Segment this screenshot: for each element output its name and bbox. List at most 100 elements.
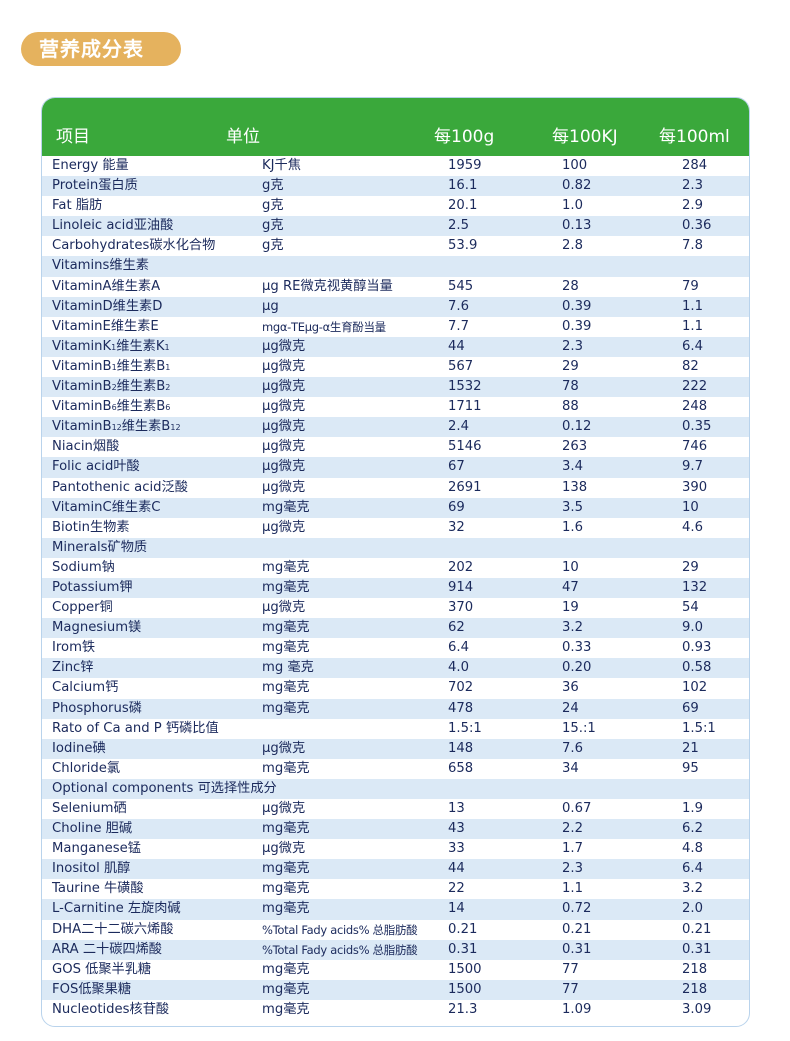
subscript: 12 bbox=[111, 423, 122, 433]
unit-cell: μg微克 bbox=[262, 358, 306, 374]
per-100g-cell: 22 bbox=[448, 881, 465, 897]
nutrient-name: Pantothenic acid泛酸 bbox=[52, 479, 188, 495]
name-part: VitaminB bbox=[52, 358, 112, 374]
header-unit: 单位 bbox=[226, 127, 260, 147]
per-100kj-cell: 100 bbox=[562, 158, 588, 173]
name-part: VitaminB bbox=[52, 419, 112, 435]
nutrient-name: Chloride氯 bbox=[52, 760, 121, 776]
header-per-100g: 每100g bbox=[434, 127, 495, 147]
per-100g-cell: 202 bbox=[448, 559, 474, 575]
per-100kj-cell: 29 bbox=[562, 358, 579, 374]
per-100ml-cell: 248 bbox=[682, 399, 708, 415]
table-row: DHA二十二碳六烯酸 %Total Fady acids% 总脂肪酸 0.21 0.2… bbox=[42, 920, 749, 940]
unit-cell: g克 bbox=[262, 198, 284, 214]
per-100g-cell: 69 bbox=[448, 499, 465, 515]
unit-cell: mg毫克 bbox=[262, 499, 310, 515]
per-100kj-cell: 15.:1 bbox=[562, 720, 596, 736]
per-100kj-cell: 0.12 bbox=[562, 419, 592, 435]
per-100g-cell: 20.1 bbox=[448, 198, 478, 214]
per-100g-cell: 1711 bbox=[448, 399, 482, 415]
table-row: VitaminD维生素D μg 7.6 0.39 1.1 bbox=[42, 296, 749, 317]
nutrient-name: Folic acid叶酸 bbox=[52, 459, 140, 475]
per-100kj-cell: 3.4 bbox=[562, 459, 583, 475]
per-100kj-cell: 1.09 bbox=[562, 1001, 592, 1017]
table-row: VitaminE维生素E mgα-TEμg-α生育酚当量 7.7 0.39 1.1 bbox=[42, 317, 749, 337]
table-row: Calcium钙 mg毫克 702 36 102 bbox=[42, 678, 749, 698]
table-row: Energy 能量 KJ千焦 1959 100 284 bbox=[42, 156, 749, 176]
per-100g-cell: 44 bbox=[448, 861, 465, 877]
table-row: L-Carnitine 左旋肉碱 mg毫克 14 0.72 2.0 bbox=[42, 899, 749, 920]
subscript: 1 bbox=[165, 362, 171, 372]
unit-cell: mg毫克 bbox=[262, 861, 310, 877]
nutrient-name: Zinc锌 bbox=[52, 660, 94, 676]
table-row: Optional components 可选择性成分 bbox=[42, 778, 749, 799]
per-100g-cell: 62 bbox=[448, 620, 465, 636]
unit-cell: mg毫克 bbox=[262, 1001, 310, 1017]
per-100ml-cell: 6.4 bbox=[682, 338, 703, 354]
per-100ml-cell: 79 bbox=[682, 278, 699, 294]
nutrient-name: Copper铜 bbox=[52, 600, 113, 616]
unit-cell: μg微克 bbox=[262, 399, 306, 415]
per-100kj-cell: 2.3 bbox=[562, 861, 583, 877]
per-100kj-cell: 0.21 bbox=[562, 921, 592, 937]
unit-cell: mg毫克 bbox=[262, 579, 310, 595]
unit-cell: mg毫克 bbox=[262, 640, 310, 656]
nutrient-name: Carbohydrates碳水化合物 bbox=[52, 238, 216, 254]
per-100kj-cell: 2.8 bbox=[562, 238, 583, 254]
table-row: VitaminA维生素A μg RE微克视黄醇当量 545 28 79 bbox=[42, 277, 749, 297]
nutrient-name: ARA 二十碳四烯酸 bbox=[52, 941, 162, 957]
nutrient-name: Niacin烟酸 bbox=[52, 439, 120, 455]
per-100ml-cell: 29 bbox=[682, 559, 699, 575]
per-100kj-cell: 78 bbox=[562, 379, 579, 395]
unit-cell: mg毫克 bbox=[262, 981, 310, 997]
per-100ml-cell: 284 bbox=[682, 158, 708, 173]
per-100ml-cell: 6.4 bbox=[682, 861, 703, 877]
nutrient-name: VitaminD维生素D bbox=[52, 298, 163, 314]
table-row: Niacin烟酸 μg微克 5146 263 746 bbox=[42, 437, 749, 457]
per-100g-cell: 14 bbox=[448, 901, 465, 917]
per-100kj-cell: 24 bbox=[562, 700, 579, 716]
per-100kj-cell: 47 bbox=[562, 579, 579, 595]
per-100kj-cell: 263 bbox=[562, 439, 588, 455]
table-row: Magnesium镁 mg毫克 62 3.2 9.0 bbox=[42, 618, 749, 639]
per-100g-cell: 1500 bbox=[448, 981, 482, 997]
per-100g-cell: 16.1 bbox=[448, 178, 478, 194]
per-100kj-cell: 0.72 bbox=[562, 901, 592, 917]
subscript: 2 bbox=[165, 383, 171, 393]
per-100ml-cell: 0.93 bbox=[682, 640, 712, 656]
per-100ml-cell: 10 bbox=[682, 499, 699, 515]
per-100ml-cell: 82 bbox=[682, 358, 699, 374]
table-row: Vitamins维生素 bbox=[42, 256, 749, 277]
per-100ml-cell: 2.9 bbox=[682, 198, 703, 214]
table-row: GOS 低聚半乳糖 mg毫克 1500 77 218 bbox=[42, 960, 749, 980]
table-row: Chloride氯 mg毫克 658 34 95 bbox=[42, 759, 749, 779]
per-100ml-cell: 69 bbox=[682, 700, 699, 716]
nutrient-name: VitaminA维生素A bbox=[52, 278, 161, 294]
subscript: 1 bbox=[164, 342, 170, 352]
subscript: 1 bbox=[111, 362, 117, 372]
nutrient-name: Irom铁 bbox=[52, 640, 96, 656]
per-100ml-cell: 222 bbox=[682, 379, 708, 395]
table-row: ARA 二十碳四烯酸 %Total Fady acids% 总脂肪酸 0.31 0.3… bbox=[42, 939, 749, 960]
per-100g-cell: 7.6 bbox=[448, 298, 469, 314]
per-100kj-cell: 36 bbox=[562, 680, 579, 696]
table-row: Iodine碘 μg微克 148 7.6 21 bbox=[42, 738, 749, 759]
nutrient-name: Vitamins维生素 bbox=[52, 258, 149, 274]
per-100ml-cell: 1.5:1 bbox=[682, 720, 716, 736]
unit-cell: mg 毫克 bbox=[262, 660, 314, 676]
per-100g-cell: 1.5:1 bbox=[448, 720, 482, 736]
table-row: Manganese锰 μg微克 33 1.7 4.8 bbox=[42, 839, 749, 859]
nutrient-name: VitaminB6维生素B6 bbox=[52, 397, 170, 418]
per-100ml-cell: 218 bbox=[682, 981, 708, 997]
unit-cell: %Total Fady acids% 总脂肪酸 bbox=[262, 922, 418, 937]
nutrient-name: Sodium钠 bbox=[52, 559, 115, 575]
header-item: 项目 bbox=[56, 127, 90, 147]
name-part: 维生素K bbox=[116, 338, 165, 354]
per-100g-cell: 702 bbox=[448, 680, 474, 696]
per-100ml-cell: 9.7 bbox=[682, 459, 703, 475]
per-100kj-cell: 77 bbox=[562, 981, 579, 997]
section-title: 营养成分表 bbox=[21, 32, 181, 66]
unit-cell: μg微克 bbox=[262, 459, 306, 475]
unit-cell: μg微克 bbox=[262, 379, 306, 395]
per-100kj-cell: 0.82 bbox=[562, 178, 592, 194]
